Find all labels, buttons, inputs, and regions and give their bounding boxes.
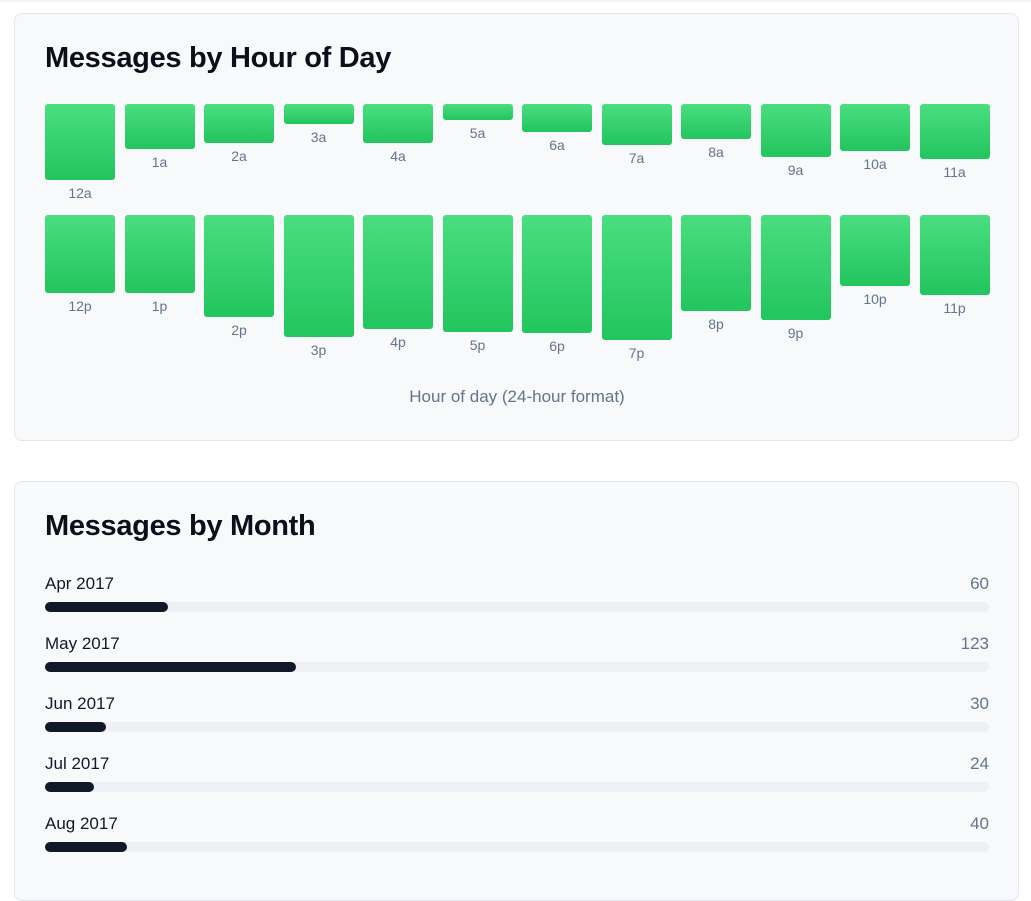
hour-bar-9p bbox=[760, 215, 831, 320]
hour-bar-label-11a: 11a bbox=[943, 164, 966, 180]
hour-bar-2a bbox=[204, 104, 274, 143]
month-count: 24 bbox=[970, 754, 989, 773]
hour-bar-label-10a: 10a bbox=[863, 156, 887, 172]
hour-bar-label-9p: 9p bbox=[787, 325, 804, 341]
hour-bar-label-5p: 5p bbox=[469, 337, 486, 353]
month-bar-fill bbox=[45, 722, 106, 732]
hour-bar-label-12a: 12a bbox=[68, 185, 92, 201]
month-label: May 2017 bbox=[45, 634, 120, 653]
hour-bar-label-8p: 8p bbox=[708, 316, 724, 332]
hour-bar-label-1p: 1p bbox=[151, 298, 168, 314]
hour-bar-11a bbox=[919, 104, 990, 159]
hour-bar-6p bbox=[522, 215, 592, 333]
hour-bar-3a bbox=[283, 104, 354, 124]
month-count: 40 bbox=[970, 814, 989, 833]
month-count: 30 bbox=[970, 694, 989, 713]
hour-of-day-card: Messages by Hour of Day 12a 1a 2a 3a 4a 5a 6a 7… bbox=[14, 13, 1019, 441]
hour-bar-label-12p: 12p bbox=[68, 298, 92, 314]
hour-bar-5a bbox=[442, 104, 513, 120]
month-row: May 2017 123 bbox=[45, 634, 989, 674]
hour-bar-1p bbox=[124, 215, 195, 293]
hour-bar-7a bbox=[601, 104, 672, 145]
hour-bar-label-11p: 11p bbox=[943, 300, 966, 316]
month-row: Jul 2017 24 bbox=[45, 754, 989, 794]
month-card: Messages by Month Apr 2017 60 May 2017 123 J… bbox=[14, 481, 1019, 901]
hour-bar-label-4p: 4p bbox=[390, 334, 406, 350]
month-bar-fill bbox=[45, 662, 296, 672]
hour-bar-label-8a: 8a bbox=[708, 144, 724, 160]
hour-bar-label-2a: 2a bbox=[231, 148, 247, 164]
month-row: Apr 2017 60 bbox=[45, 574, 989, 614]
hour-bar-12p bbox=[45, 215, 115, 293]
hour-bar-label-4a: 4a bbox=[390, 148, 406, 164]
month-bar-fill bbox=[45, 602, 168, 612]
month-count: 60 bbox=[970, 574, 989, 593]
month-bar-track bbox=[45, 782, 989, 792]
hour-bar-label-10p: 10p bbox=[863, 291, 887, 307]
month-bar-track bbox=[45, 842, 989, 852]
month-row: Jun 2017 30 bbox=[45, 694, 989, 734]
month-bar-track bbox=[45, 722, 989, 732]
month-bar-fill bbox=[45, 842, 127, 852]
hour-bar-10a bbox=[840, 104, 910, 151]
hour-bar-label-5a: 5a bbox=[469, 125, 486, 141]
hour-bar-label-3a: 3a bbox=[310, 129, 327, 145]
month-label: Apr 2017 bbox=[45, 574, 114, 593]
hour-bar-label-6a: 6a bbox=[549, 137, 565, 153]
month-bar-fill bbox=[45, 782, 94, 792]
month-label: Jun 2017 bbox=[45, 694, 115, 713]
month-bar-track bbox=[45, 662, 989, 672]
page-top-edge bbox=[0, 0, 1031, 2]
hour-bar-5p bbox=[442, 215, 513, 332]
hour-bar-10p bbox=[840, 215, 910, 286]
hour-bar-label-7p: 7p bbox=[628, 345, 645, 361]
hour-bar-7p bbox=[601, 215, 672, 340]
month-bar-track bbox=[45, 602, 989, 612]
hour-bar-label-3p: 3p bbox=[310, 342, 327, 358]
hour-bar-label-1a: 1a bbox=[151, 154, 168, 170]
hour-bar-1a bbox=[124, 104, 195, 149]
hour-chart-title: Messages by Hour of Day bbox=[45, 42, 392, 74]
hour-chart-x-axis-label: Hour of day (24-hour format) bbox=[409, 387, 625, 406]
hour-bar-label-7a: 7a bbox=[628, 150, 645, 166]
hour-bar-3p bbox=[283, 215, 354, 337]
hour-bar-9a bbox=[760, 104, 831, 157]
month-label: Aug 2017 bbox=[45, 814, 118, 833]
month-count: 123 bbox=[960, 634, 989, 653]
month-chart-title: Messages by Month bbox=[45, 510, 316, 542]
hour-bar-2p bbox=[204, 215, 274, 317]
hour-bar-label-9a: 9a bbox=[787, 162, 804, 178]
hour-chart-pm-row: 12p 1p 2p 3p 4p 5p 6p 7p 8p 9p 10p 11p bbox=[45, 215, 990, 375]
month-row: Aug 2017 40 bbox=[45, 814, 989, 854]
hour-bar-label-6p: 6p bbox=[549, 338, 565, 354]
hour-bar-4a bbox=[363, 104, 433, 143]
hour-bar-8p bbox=[681, 215, 751, 311]
hour-bar-6a bbox=[522, 104, 592, 132]
hour-bar-label-2p: 2p bbox=[231, 322, 247, 338]
hour-bar-11p bbox=[919, 215, 990, 295]
hour-chart-am-row: 12a 1a 2a 3a 4a 5a 6a 7a 8a 9a 10a 11a bbox=[45, 104, 990, 214]
hour-bar-12a bbox=[45, 104, 115, 180]
hour-bar-4p bbox=[363, 215, 433, 329]
hour-bar-8a bbox=[681, 104, 751, 139]
month-label: Jul 2017 bbox=[45, 754, 110, 773]
